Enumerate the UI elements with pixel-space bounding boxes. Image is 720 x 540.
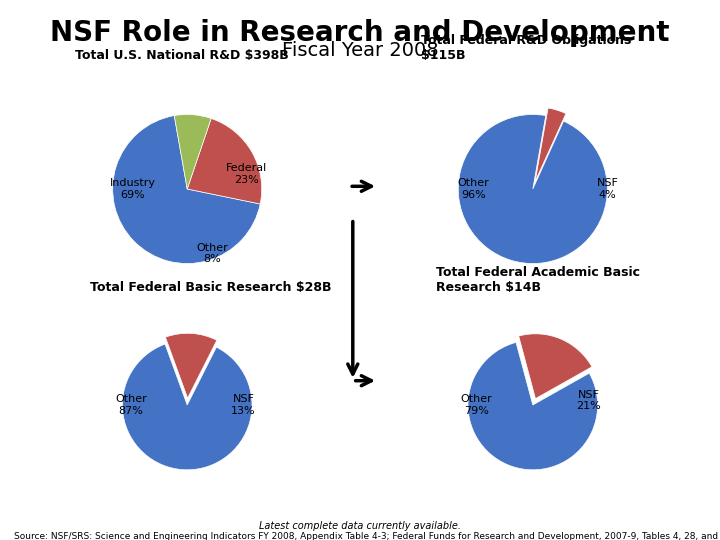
Text: NSF Role in Research and Development: NSF Role in Research and Development	[50, 19, 670, 47]
Text: Latest complete data currently available.: Latest complete data currently available…	[259, 521, 461, 531]
Text: NSF
4%: NSF 4%	[596, 178, 618, 200]
Text: Fiscal Year 2008: Fiscal Year 2008	[282, 40, 438, 59]
Text: Federal
23%: Federal 23%	[226, 163, 267, 185]
Text: Total U.S. National R&D $398B: Total U.S. National R&D $398B	[76, 49, 289, 62]
Text: Total Federal Basic Research $28B: Total Federal Basic Research $28B	[90, 281, 331, 294]
Text: Other
79%: Other 79%	[461, 394, 492, 416]
Text: Other
87%: Other 87%	[115, 394, 147, 416]
Text: Other
96%: Other 96%	[457, 178, 489, 200]
Text: Industry
69%: Industry 69%	[109, 178, 156, 200]
Wedge shape	[518, 334, 592, 399]
Text: Total Federal R&D Obligations
$115B: Total Federal R&D Obligations $115B	[421, 34, 631, 62]
Wedge shape	[122, 344, 252, 470]
Text: Total Federal Academic Basic
Research $14B: Total Federal Academic Basic Research $1…	[436, 266, 639, 294]
Wedge shape	[113, 116, 260, 264]
Text: Source: NSF/SRS: Science and Engineering Indicators FY 2008, Appendix Table 4-3;: Source: NSF/SRS: Science and Engineering…	[14, 532, 720, 540]
Wedge shape	[535, 108, 566, 181]
Wedge shape	[459, 114, 607, 264]
Text: NSF
21%: NSF 21%	[577, 390, 601, 411]
Wedge shape	[468, 342, 598, 470]
Wedge shape	[174, 114, 211, 189]
Text: Other
8%: Other 8%	[196, 243, 228, 265]
Wedge shape	[187, 118, 261, 204]
Text: NSF
13%: NSF 13%	[231, 394, 256, 416]
Wedge shape	[166, 333, 217, 398]
